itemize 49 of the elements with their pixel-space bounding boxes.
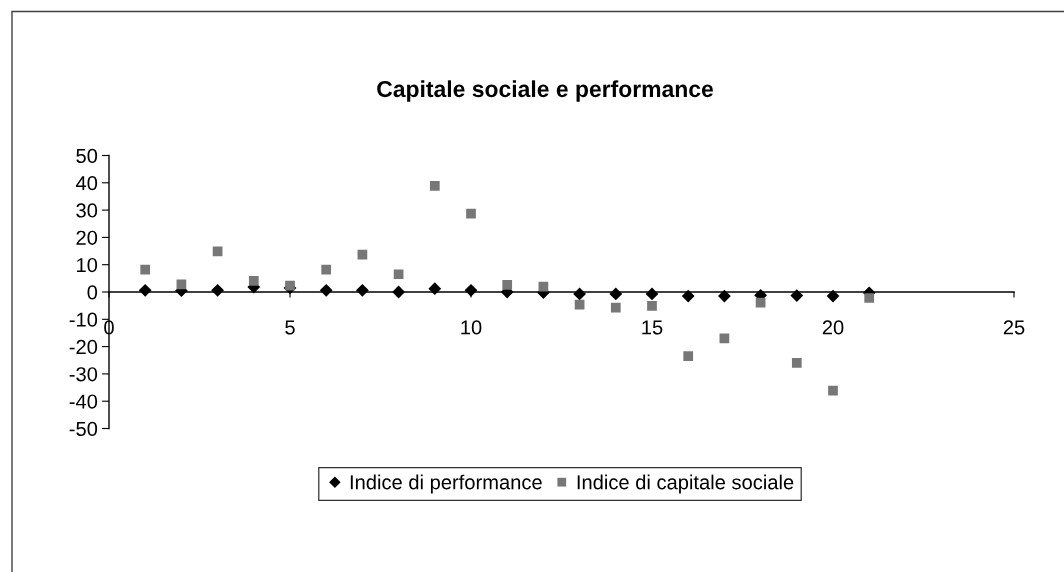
point <box>755 297 766 308</box>
point <box>864 293 875 303</box>
point <box>285 280 295 291</box>
point <box>573 287 586 301</box>
y-tick-label: -10 <box>69 312 98 327</box>
x-tick-label: 10 <box>461 320 482 335</box>
y-tick-label: 30 <box>76 203 98 218</box>
y-tick-label: 10 <box>77 257 98 273</box>
legend-label: Indice di capitale sociale <box>577 474 794 494</box>
point <box>645 287 659 301</box>
point <box>502 280 513 290</box>
y-tick-label: 40 <box>75 176 98 191</box>
y-tick-label: -50 <box>69 421 98 436</box>
x-tick-label: 15 <box>642 320 663 335</box>
point <box>464 283 478 297</box>
point <box>248 275 259 286</box>
y-tick-label: 0 <box>87 285 98 300</box>
point <box>683 351 694 362</box>
point <box>140 264 151 275</box>
point <box>790 289 804 302</box>
point <box>828 385 838 396</box>
legend-label: Indice di performance <box>350 474 542 494</box>
point <box>681 289 695 303</box>
point <box>826 289 840 303</box>
point <box>429 180 440 191</box>
point <box>211 283 224 297</box>
point <box>356 283 369 297</box>
x-tick-label: 20 <box>822 320 844 335</box>
point <box>718 289 731 303</box>
y-tick-label: 20 <box>76 230 98 245</box>
x-tick-label: 25 <box>1003 320 1025 335</box>
point <box>321 264 332 275</box>
chart-title: Capitale sociale e performance <box>377 80 713 102</box>
y-tick-label: -40 <box>69 394 98 409</box>
x-tick-label: 5 <box>285 320 295 335</box>
point <box>212 246 223 257</box>
y-tick-label: -20 <box>69 339 98 355</box>
point <box>319 283 333 297</box>
point <box>609 287 623 301</box>
y-tick-label: -30 <box>69 367 98 382</box>
point <box>466 208 476 219</box>
point <box>428 282 442 296</box>
y-tick-label: 50 <box>76 148 98 163</box>
point <box>610 302 621 313</box>
point <box>138 283 152 297</box>
point <box>791 358 802 368</box>
point <box>176 279 187 290</box>
point <box>647 301 657 311</box>
point <box>393 269 404 280</box>
